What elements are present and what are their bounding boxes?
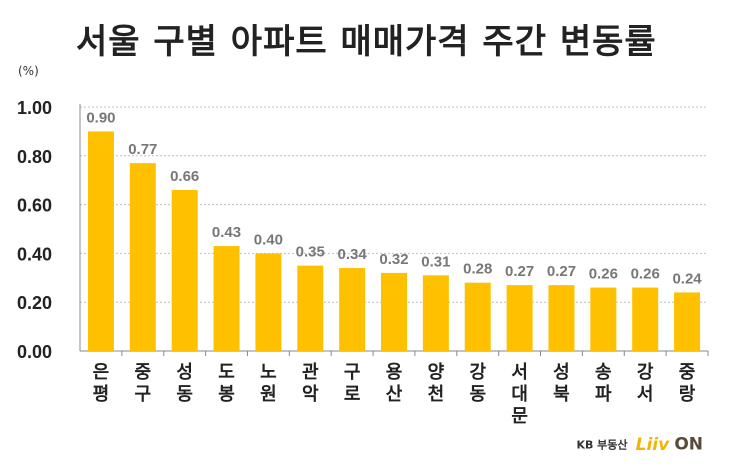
data-label: 0.26 <box>589 266 618 283</box>
y-tick-label: 0.40 <box>17 244 52 264</box>
data-label: 0.34 <box>338 246 368 263</box>
y-tick-label: 0.20 <box>17 293 52 313</box>
data-label: 0.66 <box>170 168 199 185</box>
data-label: 0.26 <box>631 266 660 283</box>
data-label: 0.31 <box>421 253 450 270</box>
bar <box>674 292 701 351</box>
bar <box>381 272 407 351</box>
brand-company: KB 부동산 <box>576 438 628 452</box>
bar <box>422 275 449 351</box>
data-label: 0.24 <box>672 270 702 287</box>
bar <box>464 282 491 351</box>
unit-label: (%) <box>18 64 39 78</box>
y-tick-label: 0.00 <box>17 342 52 362</box>
bar <box>548 285 575 351</box>
data-label: 0.32 <box>379 251 408 268</box>
bar <box>590 287 617 351</box>
data-label: 0.90 <box>86 109 115 126</box>
bar <box>171 189 198 351</box>
y-tick-label: 1.00 <box>17 98 52 118</box>
bar <box>297 265 324 351</box>
brand-app-b: ON <box>674 434 703 455</box>
brand-app-a: Liiv <box>635 434 670 455</box>
data-label: 0.28 <box>463 261 492 278</box>
bar <box>129 163 156 351</box>
bar <box>87 131 114 351</box>
data-label: 0.27 <box>547 263 576 280</box>
bar <box>255 253 282 351</box>
brand-logo: KB 부동산 Liiv ON <box>576 434 703 455</box>
data-label: 0.43 <box>212 224 241 241</box>
bar <box>506 285 533 351</box>
data-label: 0.35 <box>296 244 325 261</box>
data-label: 0.40 <box>254 231 283 248</box>
bar <box>339 268 366 351</box>
chart-title: 서울 구별 아파트 매매가격 주간 변동률 <box>76 22 657 62</box>
data-label: 0.77 <box>128 141 157 158</box>
y-tick-label: 0.60 <box>17 196 52 216</box>
data-label: 0.27 <box>505 263 534 280</box>
y-tick-label: 0.80 <box>17 147 52 167</box>
bar <box>632 287 659 351</box>
bar <box>213 246 240 351</box>
